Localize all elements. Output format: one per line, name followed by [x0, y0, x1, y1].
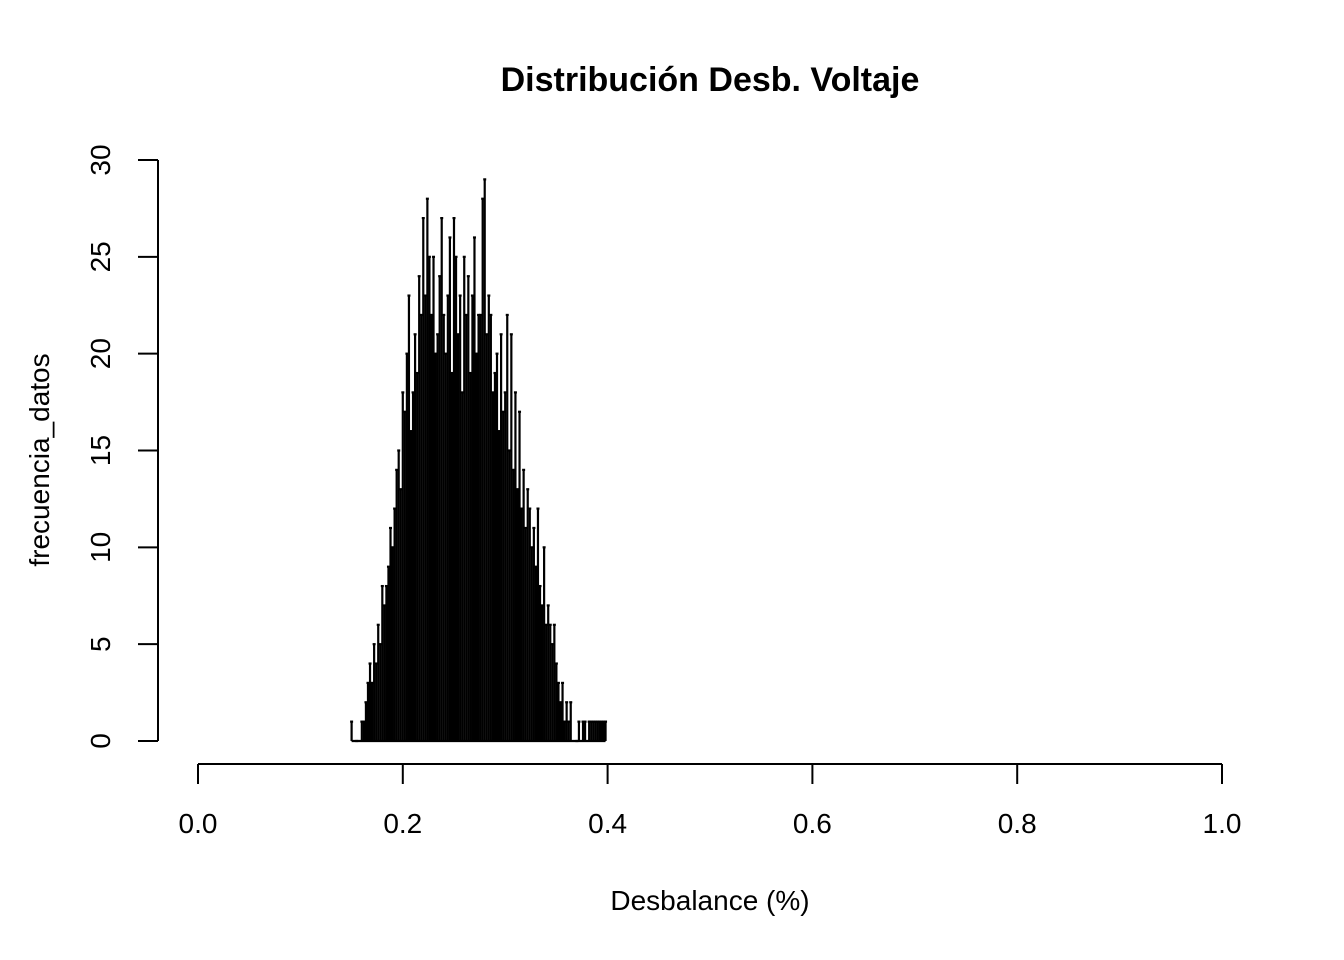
- x-tick-label: 0.0: [179, 808, 218, 839]
- x-tick-label: 0.4: [588, 808, 627, 839]
- y-tick-label: 10: [85, 532, 116, 563]
- chart-title: Distribución Desb. Voltaje: [501, 61, 920, 99]
- y-axis-label: frecuencia_datos: [24, 353, 55, 566]
- y-tick-label: 30: [85, 144, 116, 175]
- x-tick-label: 0.8: [998, 808, 1037, 839]
- bars-group: [350, 178, 608, 743]
- x-tick-label: 1.0: [1203, 808, 1242, 839]
- y-tick-label: 20: [85, 338, 116, 369]
- x-tick-label: 0.6: [793, 808, 832, 839]
- y-axis: 0 5 10 15 20 25 30: [85, 144, 159, 749]
- y-tick-label: 5: [85, 636, 116, 652]
- y-tick-label: 15: [85, 435, 116, 466]
- x-tick-label: 0.2: [383, 808, 422, 839]
- x-axis-label: Desbalance (%): [610, 885, 809, 916]
- y-tick-label: 25: [85, 241, 116, 272]
- y-tick-label: 0: [85, 733, 116, 749]
- x-axis: 0.0 0.2 0.4 0.6 0.8 1.0: [179, 763, 1242, 839]
